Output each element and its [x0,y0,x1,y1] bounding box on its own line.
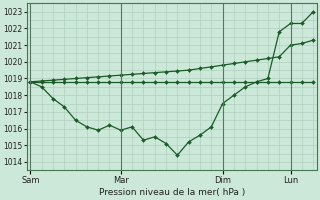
X-axis label: Pression niveau de la mer( hPa ): Pression niveau de la mer( hPa ) [99,188,245,197]
